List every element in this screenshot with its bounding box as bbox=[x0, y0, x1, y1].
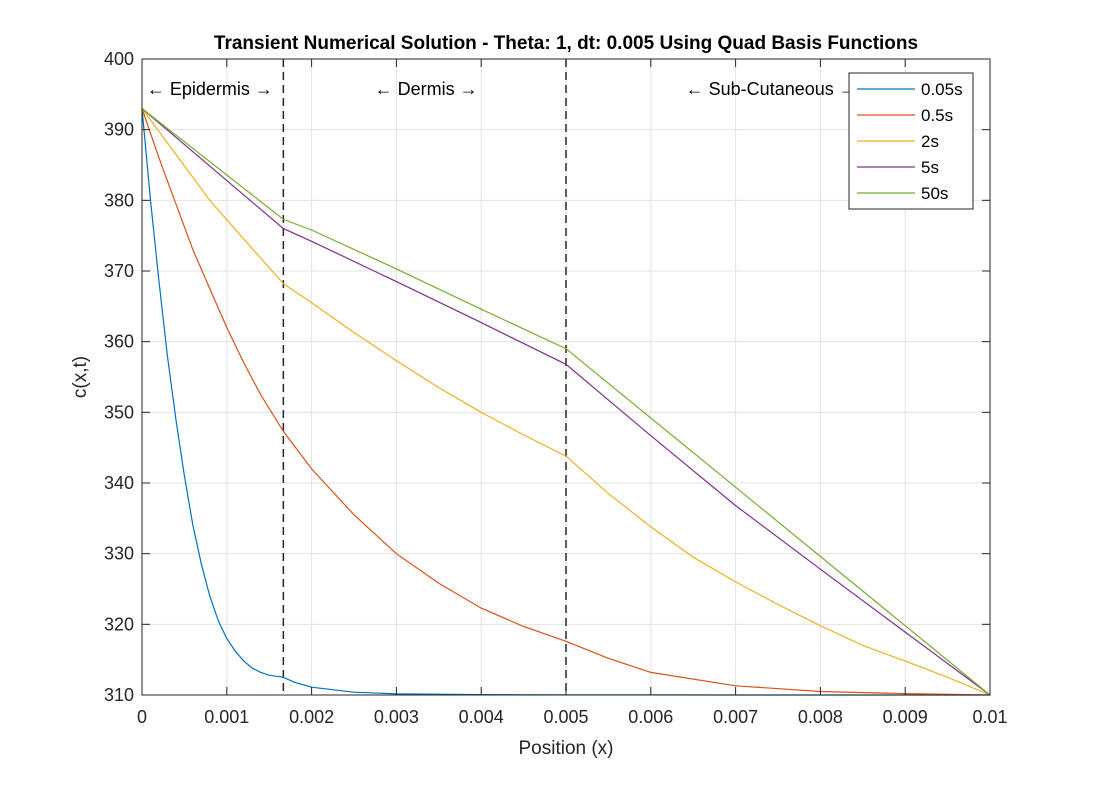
legend-entry-label: 0.5s bbox=[921, 106, 953, 125]
y-tick-label: 390 bbox=[104, 120, 134, 140]
y-tick-label: 340 bbox=[104, 473, 134, 493]
x-tick-label: 0.003 bbox=[374, 707, 419, 727]
legend-entry-label: 0.05s bbox=[921, 80, 963, 99]
series-line-2s bbox=[141, 108, 991, 696]
x-tick-label: 0.007 bbox=[713, 707, 758, 727]
region-labels: ← Epidermis → ← Dermis → ← Sub-Cutaneous → bbox=[147, 79, 857, 99]
region-label: ← Epidermis → bbox=[147, 79, 273, 99]
y-tick-label: 380 bbox=[104, 190, 134, 210]
region-label: ← Sub-Cutaneous → bbox=[686, 79, 857, 99]
y-tick-label: 370 bbox=[104, 261, 134, 281]
x-tick-label: 0 bbox=[137, 707, 147, 727]
series-line-0.5s bbox=[141, 108, 991, 696]
legend-entry-label: 2s bbox=[921, 132, 939, 151]
x-tick-label: 0.002 bbox=[289, 707, 334, 727]
y-tick-label: 320 bbox=[104, 614, 134, 634]
legend-entry-label: 50s bbox=[921, 184, 948, 203]
legend[interactable]: 0.05s 0.5s 2s 5s 50s bbox=[848, 72, 974, 210]
x-tick-label: 0.004 bbox=[459, 707, 504, 727]
y-tick-label: 310 bbox=[104, 685, 134, 705]
x-tick-label: 0.005 bbox=[543, 707, 588, 727]
y-tick-label: 400 bbox=[104, 49, 134, 69]
x-tick-label: 0.01 bbox=[972, 707, 1007, 727]
x-tick-label: 0.008 bbox=[798, 707, 843, 727]
x-tick-label: 0.009 bbox=[883, 707, 928, 727]
series-line-5s bbox=[141, 108, 991, 696]
y-axis-label: c(x,t) bbox=[70, 356, 91, 398]
x-tick-label: 0.006 bbox=[628, 707, 673, 727]
y-tick-label: 330 bbox=[104, 544, 134, 564]
x-tick-label: 0.001 bbox=[204, 707, 249, 727]
region-label: ← Dermis → bbox=[375, 79, 478, 99]
chart-title: Transient Numerical Solution - Theta: 1,… bbox=[214, 33, 918, 54]
y-tick-label: 350 bbox=[104, 402, 134, 422]
x-axis-label: Position (x) bbox=[518, 738, 613, 759]
axis-ticks: 0 0.001 0.002 0.003 0.004 0.005 0.006 0.007 0.00… bbox=[104, 49, 1008, 727]
series-line-50s bbox=[141, 108, 991, 696]
legend-entry-label: 5s bbox=[921, 158, 939, 177]
layer-boundaries bbox=[282, 59, 567, 695]
y-tick-label: 360 bbox=[104, 332, 134, 352]
